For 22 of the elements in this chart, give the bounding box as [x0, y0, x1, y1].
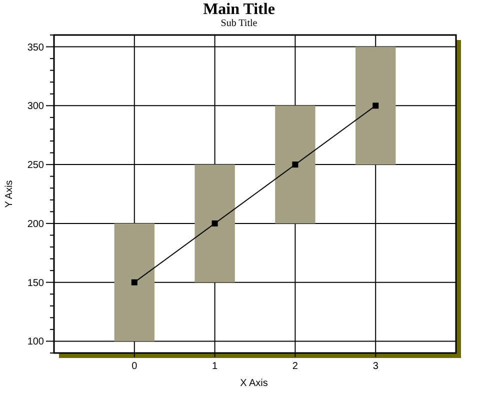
y-axis-title: Y Axis [4, 180, 15, 208]
point [212, 220, 218, 226]
point [292, 162, 298, 168]
x-tick-label: 3 [372, 361, 379, 372]
y-tick-label: 250 [27, 160, 44, 172]
bar [114, 223, 154, 342]
x-tick-label: 1 [212, 361, 218, 372]
x-tick-label: 2 [292, 361, 298, 372]
chart-subtitle: Sub Title [220, 18, 258, 29]
bar [356, 46, 396, 165]
x-axis-title: X Axis [240, 378, 268, 389]
y-tick-label: 350 [27, 42, 44, 54]
y-tick-label: 150 [27, 278, 44, 289]
point [131, 279, 138, 286]
bar [194, 164, 235, 282]
x-tick-label: 0 [132, 361, 138, 372]
bar [275, 106, 316, 224]
y-tick-label: 100 [27, 336, 44, 348]
y-tick-label: 200 [27, 218, 44, 230]
chart-title: Main Title [203, 1, 275, 18]
y-tick-label: 300 [27, 101, 44, 112]
point [372, 102, 379, 109]
